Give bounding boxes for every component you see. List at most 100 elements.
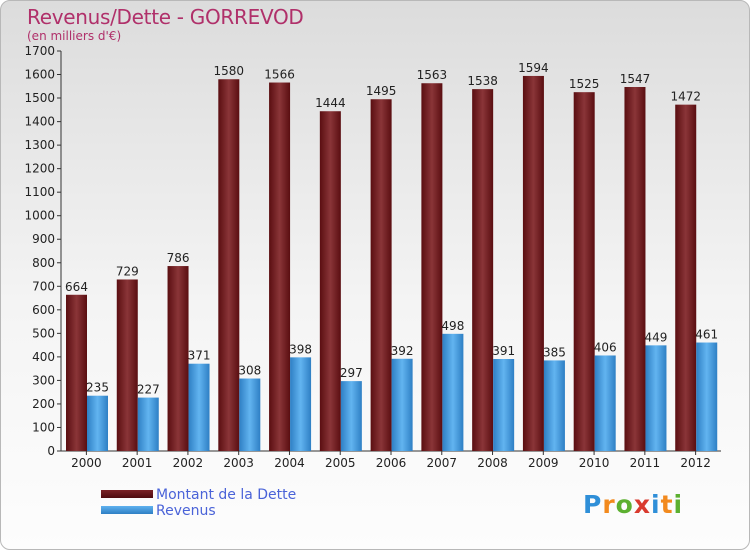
y-tick-label: 600 (32, 303, 55, 317)
x-tick-label: 2010 (579, 456, 610, 470)
y-tick-label: 1500 (24, 91, 55, 105)
logo-letter: i (673, 490, 684, 519)
revenue-bar (543, 360, 565, 451)
debt-data-label: 1538 (467, 74, 498, 88)
y-tick-label: 400 (32, 350, 55, 364)
revenue-bar (442, 333, 464, 451)
y-tick-label: 1200 (24, 162, 55, 176)
y-tick-label: 1700 (24, 44, 55, 58)
chart-subtitle: (en milliers d'€) (27, 29, 122, 43)
axes: 0 100 200 300 400 500 600 700 800 900 1000 1100 1200… (24, 44, 721, 470)
revenue-data-label: 392 (391, 344, 414, 358)
debt-bar (421, 83, 443, 451)
revenue-data-label: 498 (441, 319, 464, 333)
y-tick-label: 100 (32, 420, 55, 434)
revenue-data-label: 406 (594, 340, 617, 354)
legend-swatch-debt (101, 490, 153, 498)
debt-data-label: 1566 (264, 68, 295, 82)
chart-title: Revenus/Dette - GORREVOD (27, 5, 304, 29)
y-tick-label: 1000 (24, 209, 55, 223)
debt-bar (167, 266, 189, 451)
debt-data-label: 1444 (315, 96, 346, 110)
bars (66, 75, 718, 452)
revenue-data-label: 308 (238, 364, 261, 378)
y-tick-label: 700 (32, 279, 55, 293)
debt-bar (370, 99, 392, 451)
y-tick-label: 300 (32, 373, 55, 387)
x-tick-label: 2003 (223, 456, 254, 470)
x-tick-label: 2007 (426, 456, 457, 470)
debt-data-label: 1472 (670, 90, 701, 104)
debt-bar (66, 294, 87, 451)
revenue-bar (696, 342, 718, 451)
y-tick-label: 0 (47, 444, 55, 458)
legend-label-revenue: Revenus (156, 503, 216, 519)
debt-bar (218, 79, 240, 451)
x-tick-label: 2011 (630, 456, 661, 470)
debt-bar (624, 87, 646, 451)
logo-letter: r (602, 490, 616, 519)
debt-data-label: 1525 (569, 77, 600, 91)
y-tick-label: 1600 (24, 68, 55, 82)
revenue-bar (594, 355, 616, 451)
debt-data-label: 1495 (366, 84, 397, 98)
y-tick-label: 500 (32, 326, 55, 340)
revenue-bar (391, 358, 413, 451)
x-tick-label: 2004 (274, 456, 305, 470)
x-tick-label: 2001 (122, 456, 153, 470)
x-tick-label: 2002 (173, 456, 204, 470)
revenue-data-label: 391 (492, 344, 515, 358)
debt-bar (522, 75, 544, 452)
x-tick-label: 2005 (325, 456, 356, 470)
logo-letter: i (651, 490, 661, 519)
logo-letter: P (583, 490, 603, 519)
revenue-data-label: 297 (340, 366, 363, 380)
revenue-data-label: 235 (86, 381, 109, 395)
revenue-bar (239, 378, 261, 451)
revenue-data-label: 461 (695, 328, 718, 342)
revenue-data-label: 385 (543, 345, 566, 359)
y-tick-label: 1400 (24, 115, 55, 129)
legend-swatch-revenue (101, 506, 153, 514)
logo-letter: o (615, 490, 634, 519)
debt-data-label: 786 (167, 251, 190, 265)
x-tick-label: 2006 (376, 456, 407, 470)
debt-bar (269, 82, 291, 451)
debt-bar (573, 92, 595, 452)
proxiti-logo: Proxiti (583, 490, 683, 519)
debt-data-label: 664 (65, 280, 88, 294)
logo-letter: x (633, 490, 651, 519)
x-tick-label: 2009 (528, 456, 559, 470)
revenue-bar (137, 397, 159, 451)
revenue-data-label: 227 (137, 383, 160, 397)
y-tick-label: 1100 (24, 185, 55, 199)
debt-data-label: 1547 (620, 72, 651, 86)
y-tick-label: 800 (32, 256, 55, 270)
revenue-data-label: 398 (289, 342, 312, 356)
debt-bar (472, 89, 494, 451)
logo-letter: t (660, 490, 674, 519)
debt-data-label: 1580 (214, 64, 245, 78)
debt-data-label: 729 (116, 264, 139, 278)
revenue-bar (188, 363, 210, 451)
revenue-data-label: 371 (188, 349, 211, 363)
debt-data-label: 1563 (417, 68, 448, 82)
revenue-bar (645, 345, 667, 451)
legend-label-debt: Montant de la Dette (156, 487, 297, 503)
x-tick-label: 2008 (477, 456, 508, 470)
revenue-bar (340, 381, 362, 451)
revenue-bar (290, 357, 312, 451)
revenue-bar (87, 395, 108, 451)
y-tick-label: 1300 (24, 138, 55, 152)
debt-bar (116, 279, 138, 451)
debt-bar (319, 111, 341, 451)
x-tick-label: 2012 (680, 456, 711, 470)
debt-data-label: 1594 (518, 61, 549, 75)
y-tick-label: 200 (32, 397, 55, 411)
debt-bar (675, 104, 697, 451)
revenue-bar (493, 359, 515, 451)
data-labels: 664 235 729 227 786 371 1580 308 1566 398 1444 297 1… (65, 61, 718, 397)
x-tick-label: 2000 (71, 456, 102, 470)
